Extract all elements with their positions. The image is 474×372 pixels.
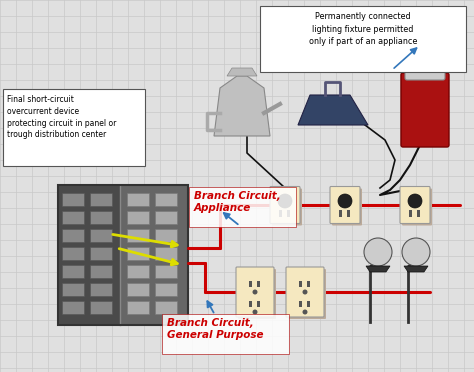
- FancyBboxPatch shape: [62, 211, 84, 224]
- Bar: [249, 301, 253, 307]
- FancyBboxPatch shape: [155, 211, 177, 224]
- Bar: [288, 210, 291, 217]
- FancyBboxPatch shape: [260, 6, 466, 72]
- FancyBboxPatch shape: [90, 301, 112, 314]
- Polygon shape: [404, 266, 428, 272]
- Bar: [300, 281, 302, 287]
- Bar: [257, 281, 261, 287]
- FancyBboxPatch shape: [127, 265, 149, 278]
- Circle shape: [253, 310, 257, 314]
- Polygon shape: [366, 266, 390, 272]
- Polygon shape: [227, 68, 257, 76]
- Bar: [257, 301, 261, 307]
- Circle shape: [302, 289, 308, 295]
- Text: Final short-circuit
overcurrent device
protecting circuit in panel or
trough dis: Final short-circuit overcurrent device p…: [7, 95, 117, 140]
- Bar: [249, 281, 253, 287]
- Circle shape: [364, 238, 392, 266]
- FancyBboxPatch shape: [270, 186, 300, 224]
- FancyBboxPatch shape: [127, 193, 149, 206]
- FancyBboxPatch shape: [162, 314, 289, 354]
- FancyBboxPatch shape: [90, 211, 112, 224]
- Bar: [280, 210, 283, 217]
- Bar: [300, 301, 302, 307]
- FancyBboxPatch shape: [58, 185, 120, 325]
- FancyBboxPatch shape: [90, 229, 112, 242]
- FancyBboxPatch shape: [155, 193, 177, 206]
- FancyBboxPatch shape: [238, 269, 276, 319]
- FancyBboxPatch shape: [62, 265, 84, 278]
- FancyBboxPatch shape: [236, 267, 274, 317]
- FancyBboxPatch shape: [90, 193, 112, 206]
- Circle shape: [402, 238, 430, 266]
- FancyBboxPatch shape: [288, 269, 326, 319]
- Text: Branch Circuit,
General Purpose: Branch Circuit, General Purpose: [167, 318, 264, 340]
- FancyBboxPatch shape: [155, 247, 177, 260]
- FancyBboxPatch shape: [127, 211, 149, 224]
- FancyBboxPatch shape: [62, 283, 84, 296]
- Bar: [410, 210, 412, 217]
- FancyBboxPatch shape: [62, 229, 84, 242]
- FancyBboxPatch shape: [90, 265, 112, 278]
- FancyBboxPatch shape: [58, 185, 188, 325]
- FancyBboxPatch shape: [127, 301, 149, 314]
- FancyBboxPatch shape: [405, 48, 445, 80]
- FancyBboxPatch shape: [62, 301, 84, 314]
- FancyBboxPatch shape: [120, 185, 188, 325]
- Bar: [308, 301, 310, 307]
- FancyBboxPatch shape: [155, 301, 177, 314]
- FancyBboxPatch shape: [286, 267, 324, 317]
- Text: Branch Circuit,
Appliance: Branch Circuit, Appliance: [194, 191, 281, 214]
- Bar: [308, 281, 310, 287]
- FancyBboxPatch shape: [127, 229, 149, 242]
- FancyBboxPatch shape: [272, 189, 302, 225]
- Circle shape: [408, 194, 422, 208]
- Circle shape: [302, 310, 308, 314]
- FancyBboxPatch shape: [90, 283, 112, 296]
- FancyBboxPatch shape: [400, 186, 430, 224]
- FancyBboxPatch shape: [189, 187, 296, 227]
- FancyBboxPatch shape: [155, 265, 177, 278]
- Bar: [339, 210, 343, 217]
- Polygon shape: [214, 76, 270, 136]
- FancyBboxPatch shape: [3, 89, 145, 166]
- FancyBboxPatch shape: [62, 193, 84, 206]
- Text: Permanently connected
lighting fixture permitted
only if part of an appliance: Permanently connected lighting fixture p…: [309, 12, 417, 46]
- Polygon shape: [298, 95, 368, 125]
- Circle shape: [338, 194, 352, 208]
- FancyBboxPatch shape: [155, 229, 177, 242]
- FancyBboxPatch shape: [401, 73, 449, 147]
- Circle shape: [253, 289, 257, 295]
- Circle shape: [278, 194, 292, 208]
- Bar: [347, 210, 350, 217]
- FancyBboxPatch shape: [62, 247, 84, 260]
- FancyBboxPatch shape: [90, 247, 112, 260]
- FancyBboxPatch shape: [127, 283, 149, 296]
- Bar: [418, 210, 420, 217]
- FancyBboxPatch shape: [330, 186, 360, 224]
- FancyBboxPatch shape: [332, 189, 362, 225]
- FancyBboxPatch shape: [155, 283, 177, 296]
- FancyBboxPatch shape: [127, 247, 149, 260]
- FancyBboxPatch shape: [402, 189, 432, 225]
